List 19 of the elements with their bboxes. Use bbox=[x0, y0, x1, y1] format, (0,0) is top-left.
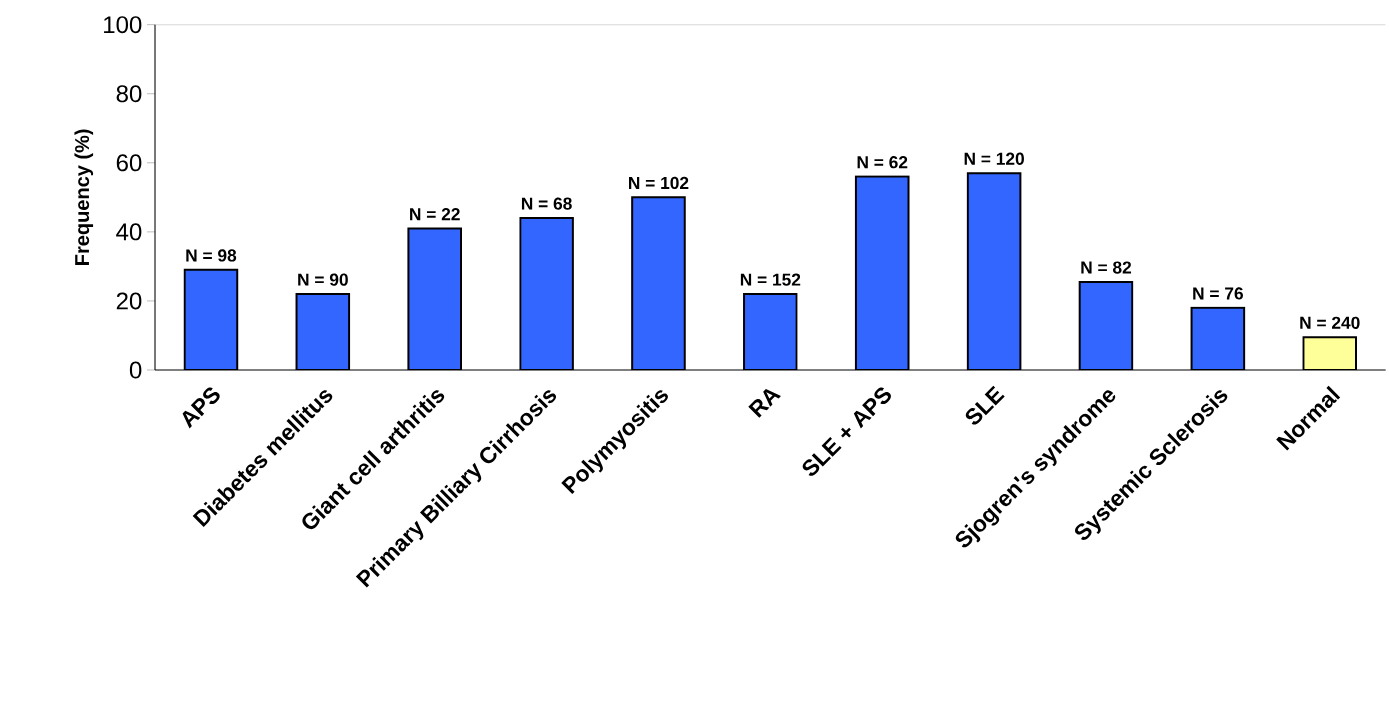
annotation: N = 62 bbox=[857, 156, 908, 169]
y-tick-label: 20 bbox=[116, 292, 142, 310]
annotation: N = 98 bbox=[186, 249, 237, 262]
annotation: N = 82 bbox=[1081, 261, 1132, 274]
y-tick-label: 100 bbox=[104, 16, 142, 34]
y-tick-label: 0 bbox=[129, 361, 142, 379]
annotation: N = 76 bbox=[1193, 287, 1243, 300]
annotation: N = 152 bbox=[740, 273, 801, 286]
annotation: N = 120 bbox=[964, 152, 1024, 165]
x-tick-label: RA bbox=[748, 389, 781, 418]
y-tick-label: 60 bbox=[116, 154, 142, 172]
annotation: N = 68 bbox=[521, 197, 572, 210]
annotation: N = 22 bbox=[410, 208, 460, 221]
annotation: N = 102 bbox=[629, 176, 689, 190]
y-axis-title: Frequency (%) bbox=[74, 129, 94, 265]
annotation: N = 240 bbox=[1300, 316, 1360, 329]
y-tick-label: 80 bbox=[116, 85, 142, 103]
y-tick-label: 40 bbox=[116, 223, 142, 241]
annotation: N = 90 bbox=[298, 273, 348, 286]
